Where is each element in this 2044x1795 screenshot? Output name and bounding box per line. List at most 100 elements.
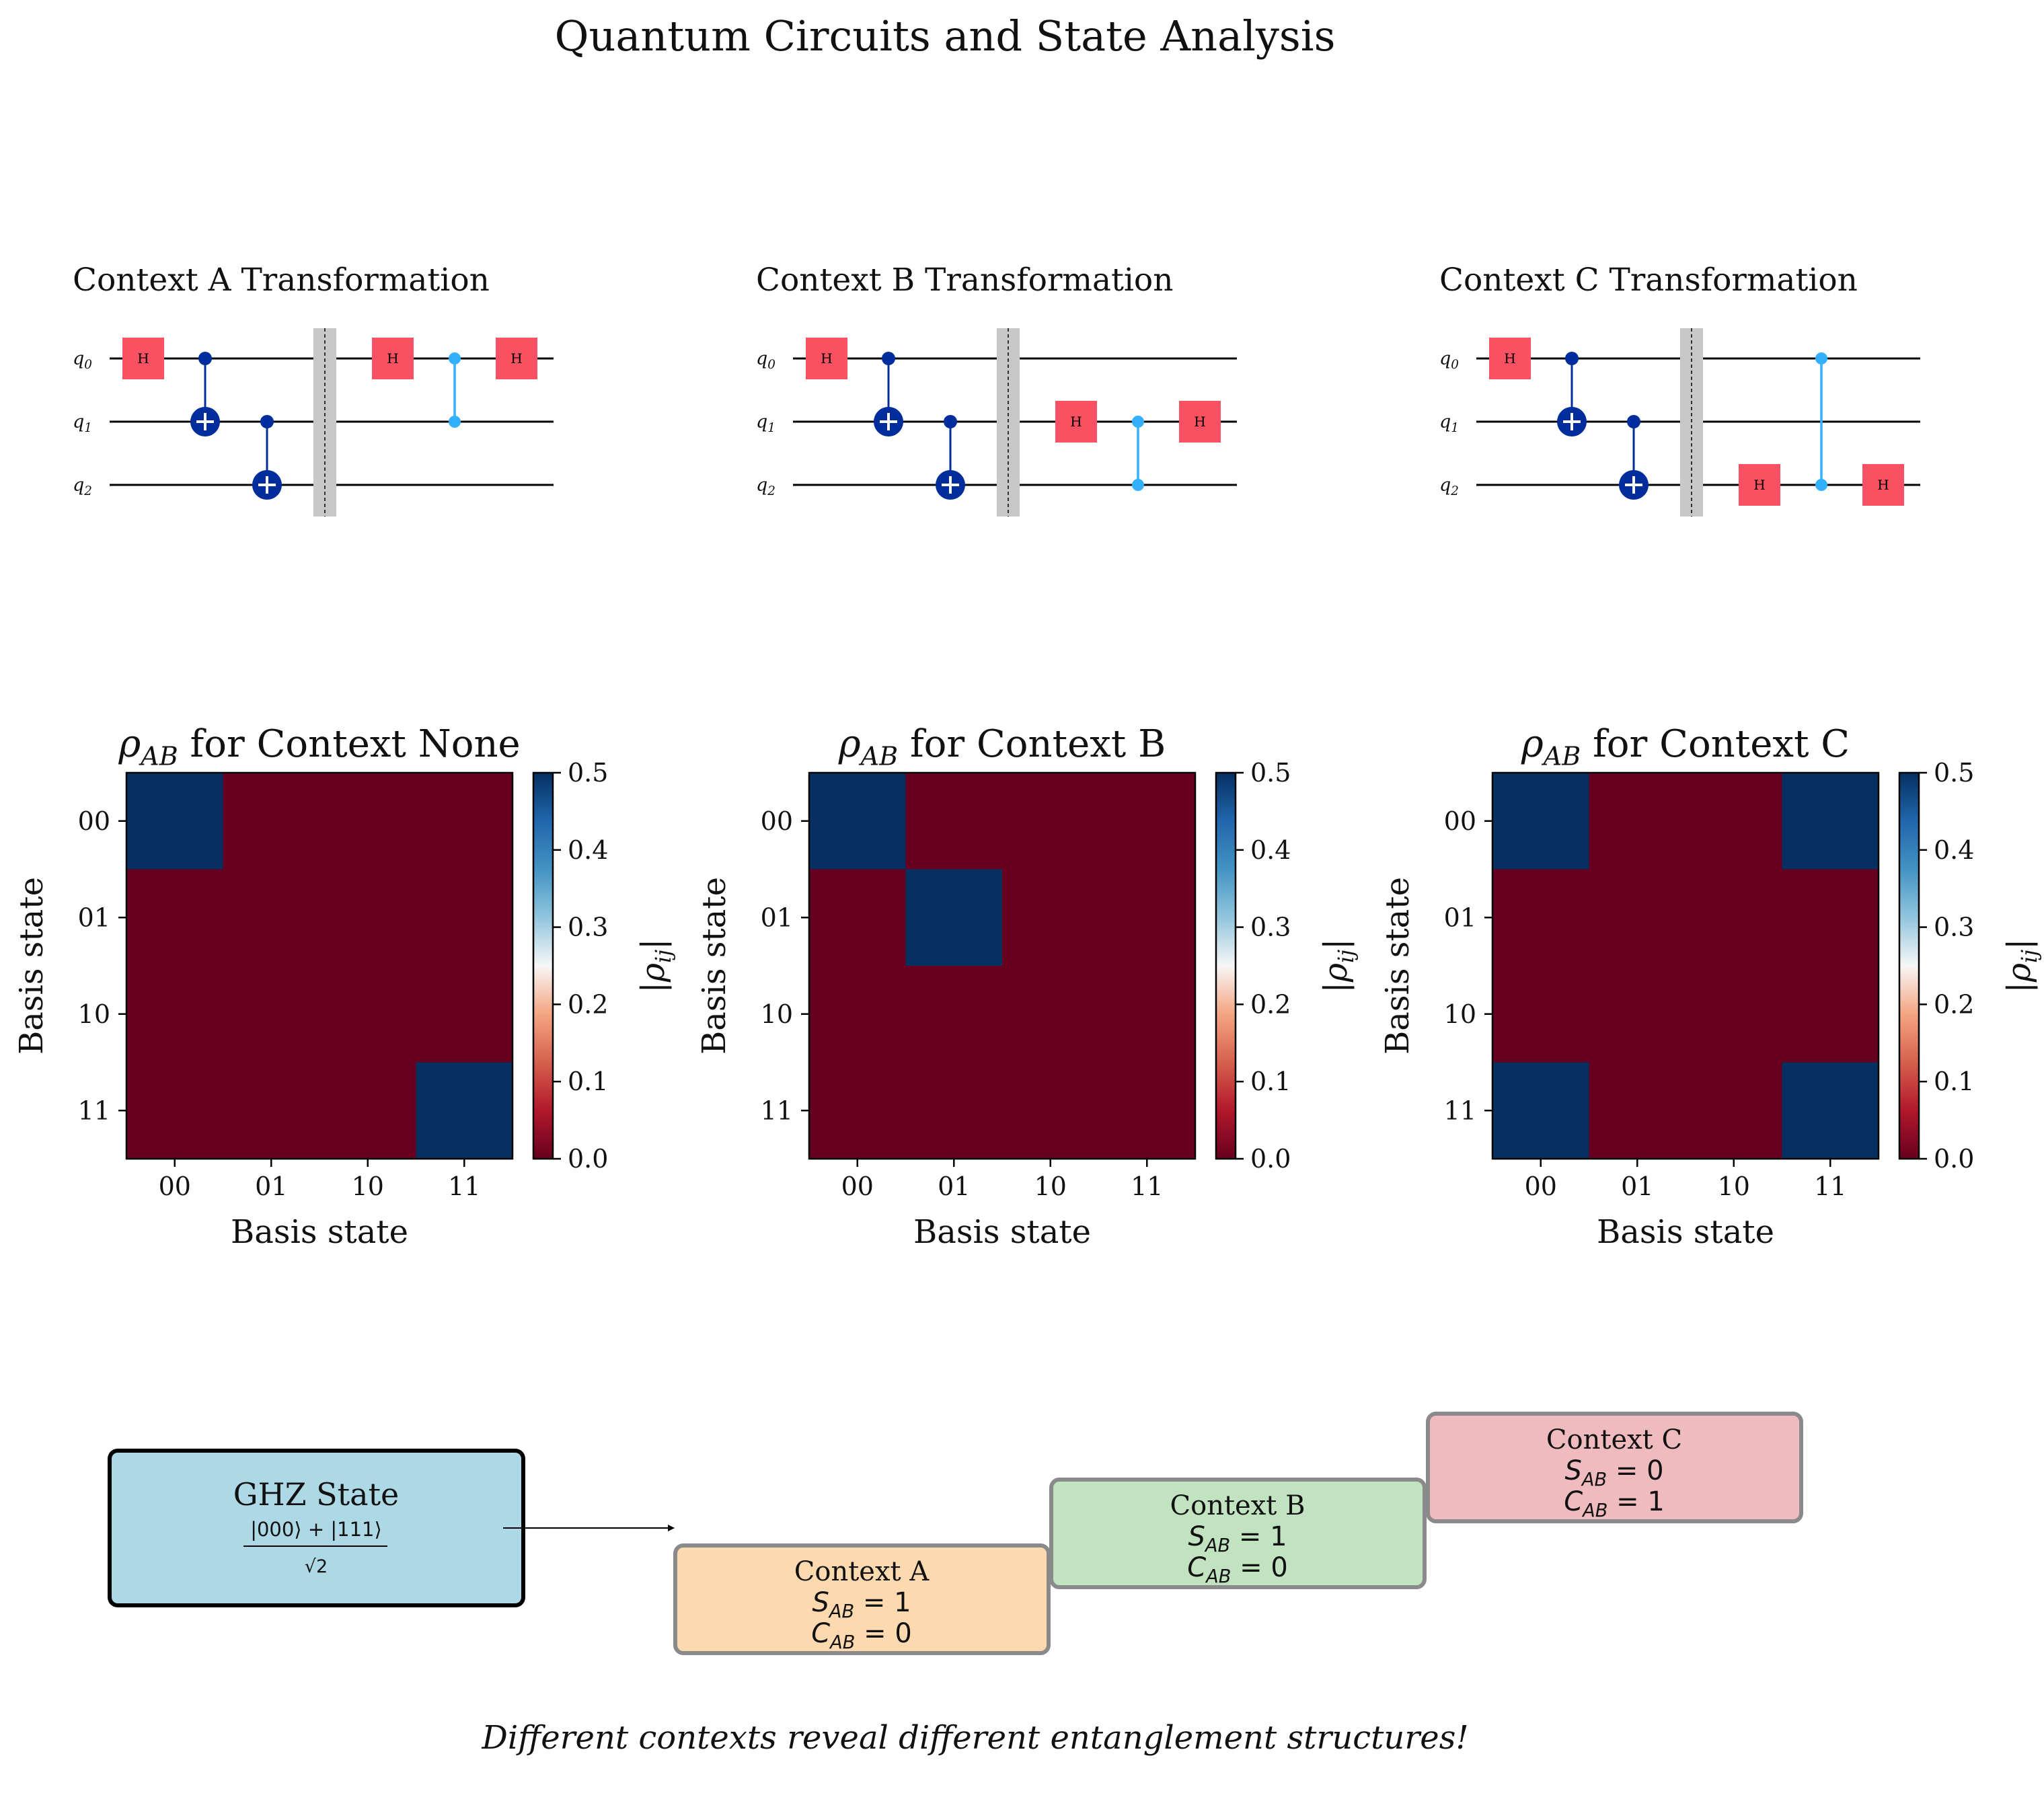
heatmap-cell bbox=[1686, 773, 1783, 870]
heatmap-cell bbox=[1782, 773, 1879, 870]
y-axis-label: Basis state bbox=[13, 877, 50, 1055]
cz-control bbox=[449, 352, 461, 365]
context-entropy: SAB = 1 bbox=[1188, 1521, 1287, 1556]
circuit-title: Context C Transformation bbox=[1439, 262, 1858, 299]
colorbar-tick-label: 0.2 bbox=[568, 989, 608, 1019]
heatmap-cell bbox=[1492, 1062, 1590, 1159]
circuit-title: Context B Transformation bbox=[756, 262, 1174, 299]
heatmap-cell bbox=[223, 966, 320, 1063]
colorbar bbox=[1215, 771, 1237, 1160]
context-box bbox=[1426, 1412, 1803, 1523]
qubit-label: q2 bbox=[1439, 475, 1459, 498]
colorbar-label: |ρij| bbox=[2000, 939, 2042, 993]
circuit-title: Context A Transformation bbox=[73, 262, 490, 299]
heatmap-cell bbox=[1589, 869, 1686, 966]
heatmap-cell bbox=[1492, 966, 1590, 1063]
heatmap-cell bbox=[416, 869, 513, 966]
footer-caption: Different contexts reveal different enta… bbox=[481, 1719, 1468, 1757]
colorbar-tick-label: 0.2 bbox=[1250, 989, 1291, 1019]
heatmap-cell bbox=[416, 1062, 513, 1159]
heatmap-cell bbox=[809, 966, 907, 1063]
heatmap-cell bbox=[319, 966, 417, 1063]
heatmap-title: ρAB for Context C bbox=[1521, 722, 1850, 771]
heatmap-panel: ρAB for Context None 00 00 01 01 10 10 11 11 Basi… bbox=[13, 722, 676, 1251]
heatmap-cell bbox=[1098, 869, 1196, 966]
y-tick-label: 00 bbox=[761, 806, 793, 836]
x-axis-label: Basis state bbox=[1597, 1213, 1774, 1251]
y-tick-label: 10 bbox=[78, 999, 110, 1029]
heatmap-cell bbox=[1782, 966, 1879, 1063]
x-tick-label: 01 bbox=[255, 1172, 287, 1201]
y-tick-label: 00 bbox=[1444, 806, 1476, 836]
heatmap-cell bbox=[1098, 966, 1196, 1063]
heatmap-frame bbox=[1491, 771, 1880, 1160]
context-name: Context B bbox=[1170, 1490, 1305, 1521]
colorbar-tick-label: 0.0 bbox=[1250, 1144, 1291, 1174]
colorbar-label: |ρij| bbox=[634, 939, 676, 993]
cz-control bbox=[1132, 479, 1144, 491]
x-tick-label: 10 bbox=[1718, 1172, 1750, 1201]
colorbar-tick-label: 0.3 bbox=[568, 913, 608, 942]
colorbar bbox=[532, 771, 554, 1160]
heatmap-panels: ρAB for Context None 00 00 01 01 10 10 11 11 Basi… bbox=[13, 722, 2042, 1251]
heatmap-cell bbox=[319, 773, 417, 870]
cz-control bbox=[1132, 416, 1144, 428]
context-concurrence: CAB = 0 bbox=[1187, 1552, 1288, 1587]
circuit-panel: Context C Transformation q0 q1 q2 H H H bbox=[1439, 262, 1920, 517]
cz-control bbox=[1815, 479, 1827, 491]
heatmap-panel: ρAB for Context B 00 00 01 01 10 10 11 11 Basis s… bbox=[695, 722, 1359, 1251]
ghz-title: GHZ State bbox=[233, 1476, 400, 1513]
heatmap-cell bbox=[905, 1062, 1003, 1159]
hadamard-gate bbox=[1739, 464, 1780, 506]
qubit-label: q0 bbox=[756, 348, 775, 372]
colorbar-tick-label: 0.2 bbox=[1934, 989, 1974, 1019]
heatmap-cell bbox=[319, 1062, 417, 1159]
heatmap-cell bbox=[1686, 1062, 1783, 1159]
heatmap-cell bbox=[1002, 773, 1100, 870]
figure-title: Quantum Circuits and State Analysis bbox=[555, 11, 1336, 61]
heatmap-cell bbox=[223, 773, 320, 870]
cnot-control bbox=[1627, 415, 1640, 428]
colorbar-tick-label: 0.5 bbox=[568, 758, 608, 788]
hadamard-gate-label: H bbox=[137, 350, 149, 367]
y-tick-label: 01 bbox=[1444, 903, 1476, 932]
heatmap-cell bbox=[1782, 1062, 1879, 1159]
hadamard-gate bbox=[496, 338, 537, 379]
qubit-label: q0 bbox=[1439, 348, 1459, 372]
hadamard-gate-label: H bbox=[1194, 414, 1205, 430]
qubit-label: q1 bbox=[1439, 412, 1459, 435]
heatmap-cell bbox=[1002, 869, 1100, 966]
hadamard-gate-label: H bbox=[1877, 477, 1889, 493]
colorbar-tick-label: 0.4 bbox=[1250, 835, 1291, 865]
y-tick-label: 01 bbox=[761, 903, 793, 932]
heatmap-cell bbox=[223, 869, 320, 966]
heatmap-cell bbox=[1002, 966, 1100, 1063]
heatmap-cell bbox=[809, 869, 907, 966]
heatmap-cell bbox=[1686, 869, 1783, 966]
context-name: Context A bbox=[794, 1556, 930, 1587]
heatmap-cell bbox=[1589, 966, 1686, 1063]
colorbar-tick-label: 0.3 bbox=[1250, 913, 1291, 942]
cnot-control bbox=[260, 415, 274, 428]
x-tick-label: 10 bbox=[1034, 1172, 1067, 1201]
context-concurrence: CAB = 1 bbox=[1564, 1486, 1665, 1521]
cz-control bbox=[449, 416, 461, 428]
ghz-denominator: √2 bbox=[305, 1556, 328, 1577]
context-concurrence: CAB = 0 bbox=[811, 1618, 912, 1653]
context-box bbox=[673, 1543, 1051, 1655]
colorbar-tick-label: 0.0 bbox=[568, 1144, 608, 1174]
y-axis-label: Basis state bbox=[695, 877, 733, 1055]
hadamard-gate-label: H bbox=[821, 350, 832, 367]
heatmap-cell bbox=[1098, 1062, 1196, 1159]
heatmap-cell bbox=[905, 869, 1003, 966]
colorbar-tick-label: 0.1 bbox=[1934, 1067, 1974, 1096]
x-tick-label: 00 bbox=[159, 1172, 191, 1201]
colorbar-label: |ρij| bbox=[1317, 939, 1359, 993]
y-tick-label: 11 bbox=[761, 1096, 793, 1125]
heatmap-cell bbox=[1686, 966, 1783, 1063]
heatmap-cell bbox=[1098, 773, 1196, 870]
circuit-panel: Context B Transformation q0 q1 q2 H H H bbox=[756, 262, 1237, 517]
heatmap-cell bbox=[126, 869, 224, 966]
